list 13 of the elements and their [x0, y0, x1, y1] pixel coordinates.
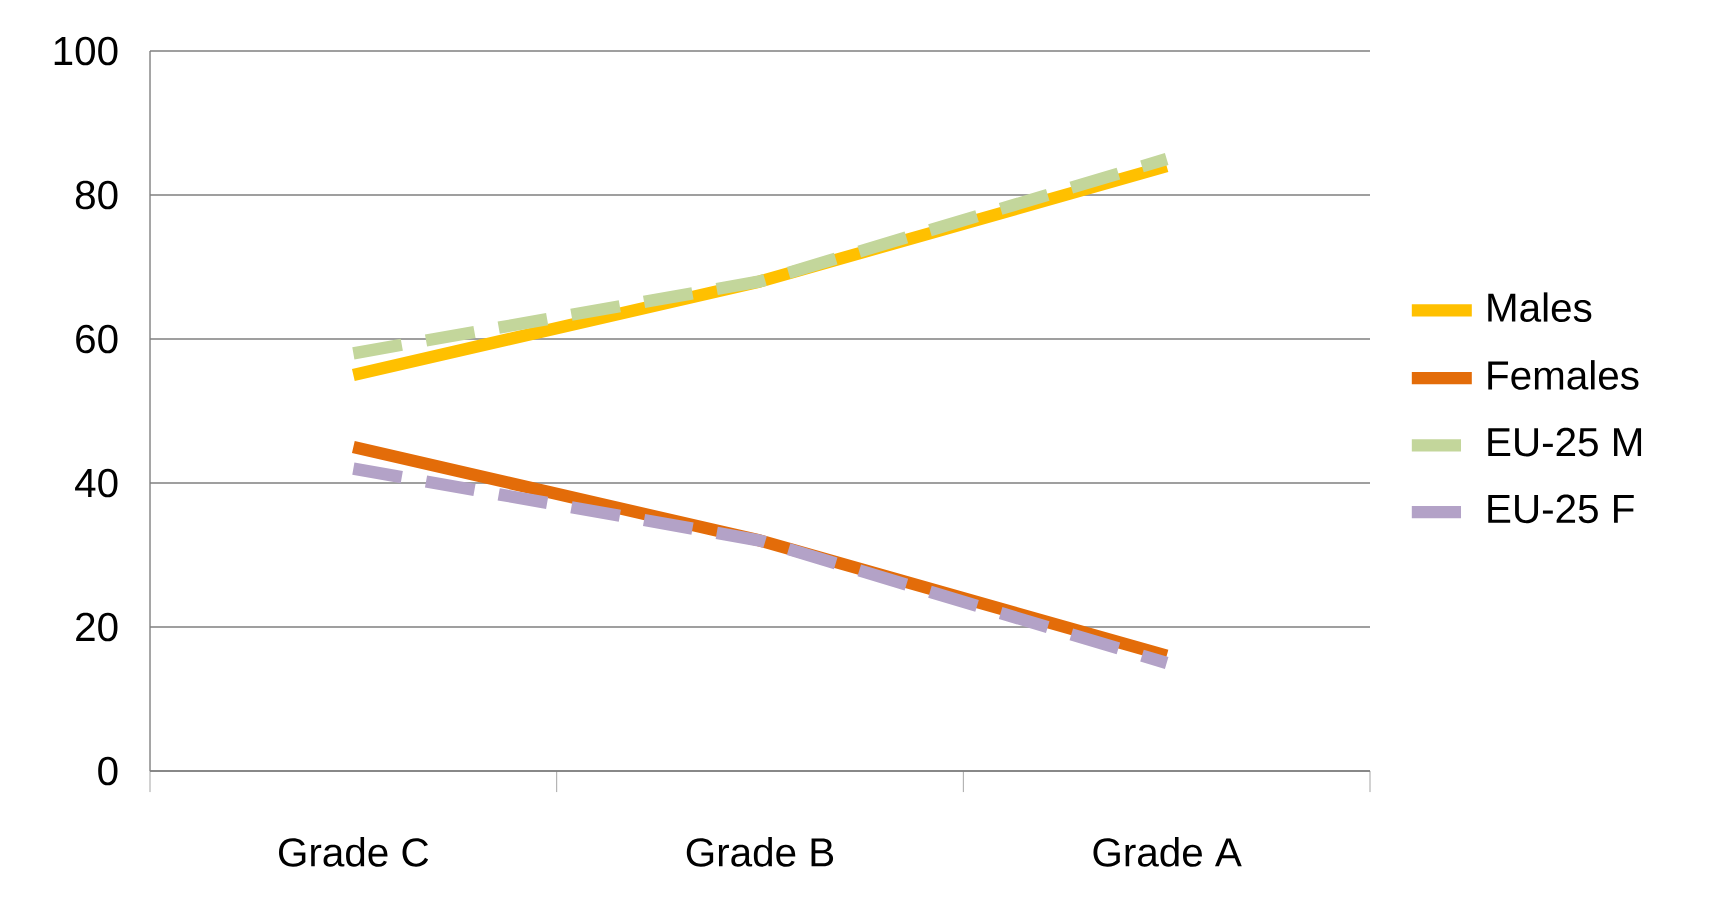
legend-label: Males [1488, 292, 1592, 323]
y-tick-label: 80 [75, 180, 118, 210]
y-tick-label: 40 [75, 468, 118, 498]
legend-label: Females [1488, 360, 1639, 390]
y-tick-label: 0 [98, 756, 118, 786]
y-tick-label: 60 [76, 324, 118, 354]
legend-label: EU-25 M [1488, 427, 1642, 457]
y-tick-label: 20 [76, 612, 118, 642]
y-tick-label: 100 [54, 36, 118, 66]
legend-label: EU-25 F [1488, 494, 1634, 524]
x-tick-label: Grade B [686, 837, 834, 867]
x-tick-label: Grade C [279, 837, 429, 867]
x-tick-label: Grade A [1093, 837, 1242, 867]
